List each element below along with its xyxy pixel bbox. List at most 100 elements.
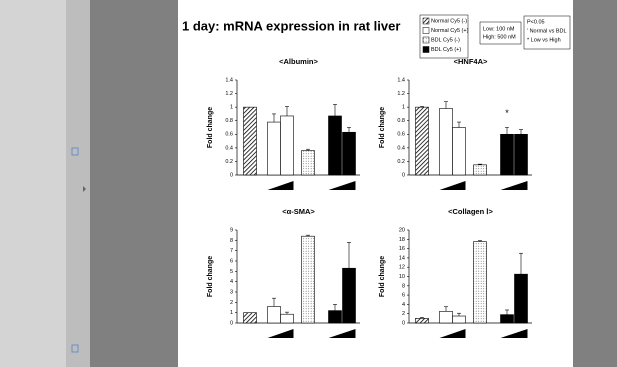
slide-title: 1 day: mRNA expression in rat liver: [182, 18, 400, 33]
y-tick-label: 0.6: [225, 132, 233, 138]
y-tick-label: 6: [402, 293, 405, 299]
splitter-arrow[interactable]: [83, 186, 86, 192]
y-tick-label: 1.2: [397, 91, 405, 97]
y-tick-label: 4: [402, 302, 405, 308]
dose-triangle: [500, 181, 528, 190]
y-tick-label: 1: [230, 105, 233, 111]
y-tick-label: 0: [230, 320, 233, 326]
legend-label: BDL Cy5 (+): [431, 47, 461, 53]
dose-triangle: [328, 329, 356, 338]
bar: [280, 115, 294, 176]
bar: [301, 150, 315, 176]
y-tick-label: 1.4: [397, 77, 405, 83]
chart-title: <Albumin>: [279, 57, 318, 66]
dose-triangle: [267, 329, 294, 338]
bar: [514, 273, 528, 324]
dose-triangle: [439, 329, 466, 338]
y-tick-label: 1.4: [225, 77, 233, 83]
bar: [473, 241, 487, 324]
splitter[interactable]: [66, 0, 90, 367]
bar: [267, 306, 281, 324]
bar: [439, 108, 453, 176]
stats-label: * Low vs High: [527, 37, 561, 43]
chart-title: <Collagen Ⅰ>: [448, 207, 493, 216]
bar: [415, 106, 429, 176]
y-axis-label: Fold change: [207, 107, 214, 148]
y-tick-label: 0.8: [225, 118, 233, 124]
dose-triangle: [500, 329, 528, 338]
annotation: *: [505, 108, 509, 118]
y-tick-label: 0.4: [397, 145, 405, 151]
conc-label: High: 500 nM: [483, 34, 516, 40]
y-tick-label: 8: [230, 238, 233, 244]
y-tick-label: 9: [230, 227, 233, 233]
bar: [415, 318, 429, 324]
bar: [514, 133, 528, 176]
bar: [342, 131, 356, 176]
y-tick-label: 0: [230, 172, 233, 178]
bar: [452, 315, 466, 324]
legend-swatch: [422, 17, 430, 25]
y-tick-label: 0.4: [225, 145, 233, 151]
page: [178, 0, 573, 367]
y-tick-label: 3: [230, 289, 233, 295]
conc-label: Low: 100 nM: [483, 26, 515, 32]
bar: [473, 164, 487, 176]
bar: [328, 310, 342, 324]
stats-box: [523, 15, 571, 50]
icon[interactable]: [71, 344, 79, 353]
y-axis-label: Fold change: [207, 256, 214, 297]
bar: [267, 121, 281, 176]
y-tick-label: 1.2: [225, 91, 233, 97]
y-tick-label: 0.8: [397, 118, 405, 124]
dose-triangle: [267, 181, 294, 190]
y-tick-label: 14: [399, 255, 405, 261]
sidebar: [0, 0, 66, 367]
y-tick-label: 6: [230, 258, 233, 264]
bar: [243, 312, 257, 324]
dose-triangle: [439, 181, 466, 190]
y-tick-label: 0: [402, 172, 405, 178]
bar: [452, 127, 466, 176]
y-tick-label: 7: [230, 248, 233, 254]
legend-label: Normal Cy5 (-): [431, 18, 467, 24]
chart-title: <HNF4A>: [454, 57, 488, 66]
dose-triangle: [328, 181, 356, 190]
stats-label: P<0.05: [527, 19, 545, 25]
y-tick-label: 16: [399, 246, 405, 252]
y-tick-label: 0.2: [397, 159, 405, 165]
legend-swatch: [422, 27, 430, 34]
y-tick-label: 0.2: [225, 159, 233, 165]
chart-title: <α-SMA>: [282, 207, 315, 216]
y-tick-label: 4: [230, 279, 233, 285]
y-tick-label: 12: [399, 265, 405, 271]
bar: [328, 115, 342, 176]
y-tick-label: 20: [399, 227, 405, 233]
bar: [500, 314, 514, 324]
y-tick-label: 0.6: [397, 132, 405, 138]
bar: [342, 267, 356, 324]
y-tick-label: 8: [402, 283, 405, 289]
y-tick-label: 0: [402, 320, 405, 326]
icon[interactable]: [71, 147, 79, 156]
bar: [500, 133, 514, 176]
bar: [280, 313, 294, 324]
y-tick-label: 1: [230, 310, 233, 316]
y-axis-label: Fold change: [379, 256, 386, 297]
y-tick-label: 10: [399, 274, 405, 280]
y-tick-label: 2: [230, 300, 233, 306]
legend-label: Normal Cy5 (+): [431, 28, 469, 34]
legend-swatch: [422, 36, 430, 44]
legend-label: BDL Cy5 (-): [431, 37, 460, 43]
y-tick-label: 5: [230, 269, 233, 275]
y-axis-label: Fold change: [379, 107, 386, 148]
stats-label: ' Normal vs BDL: [527, 28, 567, 34]
legend-swatch: [422, 46, 430, 53]
y-tick-label: 2: [402, 311, 405, 317]
bar: [243, 106, 257, 176]
y-tick-label: 1: [402, 105, 405, 111]
y-tick-label: 18: [399, 237, 405, 243]
bar: [439, 311, 453, 324]
conc-box: [479, 21, 522, 45]
